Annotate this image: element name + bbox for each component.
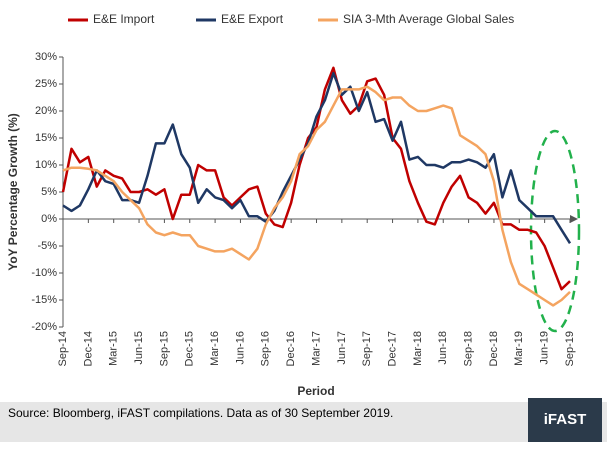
x-tick-label: Dec-15 xyxy=(184,331,196,366)
y-tick-label: 30% xyxy=(35,51,57,63)
x-axis-arrow xyxy=(570,215,578,223)
y-tick-label: -5% xyxy=(37,240,57,252)
y-tick-label: 15% xyxy=(35,132,57,144)
legend-label: E&E Export xyxy=(221,12,284,26)
y-tick-label: 5% xyxy=(41,186,57,198)
x-tick-label: Mar-16 xyxy=(209,331,221,366)
y-axis-label: YoY Percentage Growth (%) xyxy=(6,113,20,271)
x-tick-label: Sep-19 xyxy=(564,331,576,366)
x-tick-label: Jun-15 xyxy=(133,331,145,365)
x-tick-label: Sep-15 xyxy=(158,331,170,366)
x-tick-label: Sep-14 xyxy=(57,331,69,366)
x-tick-label: Dec-14 xyxy=(82,331,94,366)
legend-label: E&E Import xyxy=(93,12,155,26)
logo: iFAST xyxy=(544,411,587,428)
x-tick-label: Jun-19 xyxy=(539,331,551,365)
legend-label: SIA 3-Mth Average Global Sales xyxy=(343,12,514,26)
x-tick-label: Mar-17 xyxy=(310,331,322,366)
highlight-ellipse xyxy=(529,129,581,333)
y-tick-label: -15% xyxy=(31,294,57,306)
x-tick-label: Mar-19 xyxy=(513,331,525,366)
y-tick-label: -10% xyxy=(31,267,57,279)
x-tick-label: Sep-18 xyxy=(463,331,475,366)
y-tick-label: 0% xyxy=(41,213,57,225)
x-tick-label: Mar-18 xyxy=(412,331,424,366)
footer xyxy=(0,402,607,442)
x-tick-label: Dec-18 xyxy=(488,331,500,366)
y-tick-label: 10% xyxy=(35,159,57,171)
x-tick-label: Sep-17 xyxy=(361,331,373,366)
x-tick-label: Dec-16 xyxy=(285,331,297,366)
x-tick-label: Mar-15 xyxy=(108,331,120,366)
series-line xyxy=(62,71,572,244)
series-line xyxy=(62,85,571,307)
series-line xyxy=(61,66,571,291)
logo-box xyxy=(528,398,602,442)
x-axis-label: Period xyxy=(297,384,334,398)
y-tick-label: 25% xyxy=(35,78,57,90)
x-tick-label: Jun-18 xyxy=(437,331,449,365)
x-tick-label: Dec-17 xyxy=(386,331,398,366)
x-tick-label: Jun-17 xyxy=(336,331,348,365)
x-tick-label: Jun-16 xyxy=(234,331,246,365)
x-tick-label: Sep-16 xyxy=(260,331,272,366)
y-tick-label: -20% xyxy=(31,321,57,333)
source: Source: Bloomberg, iFAST compilations. D… xyxy=(8,406,393,420)
y-tick-label: 20% xyxy=(35,105,57,117)
